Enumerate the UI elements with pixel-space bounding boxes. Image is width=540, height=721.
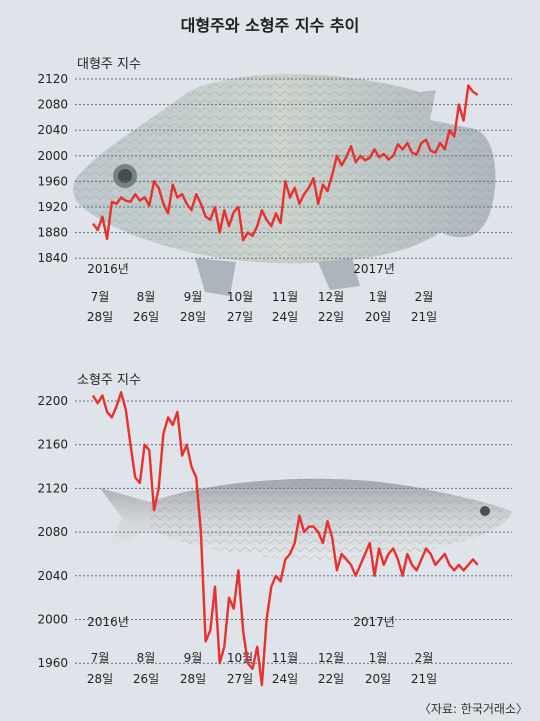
y-tick-label: 2040: [37, 569, 68, 583]
x-tick-month: 10월: [227, 290, 253, 304]
x-tick-day: 26일: [133, 672, 159, 686]
panel-title: 소형주 지수: [77, 373, 141, 388]
x-tick-month: 11월: [272, 290, 298, 304]
year-label: 2017년: [353, 262, 395, 276]
series-line: [92, 84, 479, 242]
x-tick-month: 12월: [318, 651, 344, 665]
x-tick-day: 27일: [227, 672, 253, 686]
x-tick-day: 27일: [227, 310, 253, 324]
x-tick-month: 8월: [137, 290, 156, 304]
x-tick-month: 2월: [415, 651, 434, 665]
x-tick-month: 1월: [369, 290, 388, 304]
x-tick-day: 22일: [318, 672, 344, 686]
y-tick-label: 1840: [37, 251, 68, 265]
panel-title: 대형주 지수: [77, 57, 141, 72]
x-tick-day: 26일: [133, 310, 159, 324]
y-tick-label: 1960: [37, 174, 68, 188]
year-label: 2016년: [87, 262, 129, 276]
x-tick-month: 9월: [184, 290, 203, 304]
y-tick-label: 1880: [37, 226, 68, 240]
fish-illustration-top: [73, 73, 496, 296]
x-tick-month: 7월: [91, 290, 110, 304]
series-line: [91, 391, 479, 687]
y-tick-label: 1920: [37, 200, 68, 214]
y-tick-label: 2120: [37, 72, 68, 86]
source-note: 〈자료: 한국거래소〉: [418, 702, 528, 716]
x-tick-day: 20일: [365, 672, 391, 686]
x-tick-day: 24일: [272, 310, 298, 324]
chart-small-cap: 소형주 지수 2200 2160 2120 2080 2040 2000 1960 2016년 2…: [37, 373, 512, 687]
year-label: 2016년: [87, 615, 129, 629]
y-tick-label: 1960: [37, 656, 68, 670]
x-tick-day: 20일: [365, 310, 391, 324]
y-tick-label: 2040: [37, 123, 68, 137]
x-tick-day: 22일: [318, 310, 344, 324]
fish-illustration-bottom: [100, 478, 512, 561]
x-tick-month: 1월: [369, 651, 388, 665]
x-tick-day: 21일: [411, 310, 437, 324]
chart-large-cap: 대형주 지수 2120 2080 2040 2000 1960 1920 1880 1840 20…: [37, 57, 512, 324]
year-label: 2017년: [353, 615, 395, 629]
x-tick-month: 12월: [318, 290, 344, 304]
y-tick-label: 2200: [37, 394, 68, 408]
x-tick-month: 8월: [137, 651, 156, 665]
x-tick-day: 24일: [272, 672, 298, 686]
x-tick-day: 28일: [180, 672, 206, 686]
x-tick-month: 11월: [272, 651, 298, 665]
y-tick-label: 2000: [37, 613, 68, 627]
x-tick-month: 2월: [415, 290, 434, 304]
y-tick-label: 2080: [37, 525, 68, 539]
page-title: 대형주와 소형주 지수 추이: [180, 16, 360, 35]
y-tick-label: 2120: [37, 481, 68, 495]
y-tick-label: 2160: [37, 438, 68, 452]
y-tick-label: 2000: [37, 149, 68, 163]
x-tick-day: 28일: [87, 310, 113, 324]
x-tick-month: 7월: [91, 651, 110, 665]
x-tick-day: 21일: [411, 672, 437, 686]
x-tick-day: 28일: [180, 310, 206, 324]
x-tick-month: 10월: [227, 651, 253, 665]
y-tick-label: 2080: [37, 98, 68, 112]
x-tick-day: 28일: [87, 672, 113, 686]
x-tick-month: 9월: [184, 651, 203, 665]
